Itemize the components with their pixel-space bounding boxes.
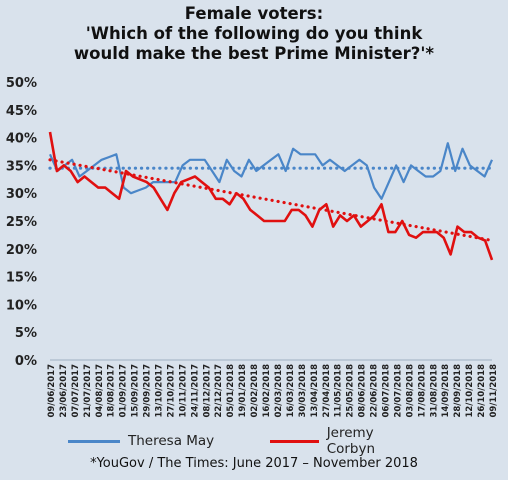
series-line-may xyxy=(48,142,494,200)
legend: Theresa May Jeremy Corbyn xyxy=(68,425,420,457)
x-tick-label: 06/07/2018 xyxy=(381,364,391,418)
chart-title-line-2: 'Which of the following do you think xyxy=(85,24,423,43)
y-tick-label: 10% xyxy=(6,298,37,313)
legend-label-may: Theresa May xyxy=(128,433,215,449)
y-tick-label: 45% xyxy=(6,104,37,119)
x-tick-label: 24/11/2017 xyxy=(190,364,200,418)
y-tick-label: 35% xyxy=(6,159,37,174)
x-tick-label: 30/03/2018 xyxy=(298,364,308,418)
x-tick-label: 31/08/2018 xyxy=(429,364,439,418)
legend-swatch-corbyn xyxy=(270,439,319,443)
y-tick-label: 30% xyxy=(6,187,37,202)
x-tick-label: 19/01/2018 xyxy=(238,364,248,418)
x-tick-label: 11/05/2018 xyxy=(334,364,344,418)
x-tick-label: 02/03/2018 xyxy=(274,364,284,418)
x-tick-label: 15/09/2017 xyxy=(131,364,141,418)
series-line-corbyn xyxy=(48,131,494,261)
x-tick-label: 02/02/2018 xyxy=(250,364,260,418)
x-tick-label: 07/07/2017 xyxy=(71,364,81,418)
trendline-corbyn xyxy=(48,158,494,243)
x-tick-label: 09/06/2017 xyxy=(47,364,57,418)
x-tick-label: 27/04/2018 xyxy=(322,364,332,418)
x-tick-label: 12/10/2018 xyxy=(465,364,475,418)
source-note: *YouGov / The Times: June 2017 – Novembe… xyxy=(90,456,418,471)
x-tick-label: 13/04/2018 xyxy=(310,364,320,418)
x-tick-label: 08/12/2017 xyxy=(202,364,212,418)
x-tick-label: 08/06/2018 xyxy=(358,364,368,418)
x-tick-label: 14/09/2018 xyxy=(441,364,451,418)
x-tick-label: 16/02/2018 xyxy=(262,364,272,418)
x-tick-label: 26/10/2018 xyxy=(477,364,487,418)
legend-item-corbyn: Jeremy Corbyn xyxy=(270,425,420,457)
x-tick-label: 21/07/2017 xyxy=(83,364,93,418)
legend-item-may: Theresa May xyxy=(68,430,214,452)
legend-swatch-may xyxy=(68,439,120,443)
y-tick-label: 15% xyxy=(6,271,37,286)
y-tick-label: 0% xyxy=(15,354,37,369)
x-tick-label: 01/09/2017 xyxy=(119,364,129,418)
x-tick-label: 20/07/2018 xyxy=(393,364,403,418)
legend-label-corbyn: Jeremy Corbyn xyxy=(326,425,376,457)
x-tick-label: 16/03/2018 xyxy=(286,364,296,418)
y-tick-label: 5% xyxy=(15,326,37,341)
y-tick-label: 20% xyxy=(6,243,37,258)
x-tick-label: 04/08/2017 xyxy=(95,364,105,418)
y-tick-label: 40% xyxy=(6,132,37,147)
x-tick-label: 22/12/2017 xyxy=(214,364,224,418)
x-tick-label: 17/08/2018 xyxy=(417,364,427,418)
y-tick-label: 50% xyxy=(6,76,37,91)
x-tick-label: 23/06/2017 xyxy=(59,364,69,418)
chart-title-line-3: would make the best Prime Minister?'* xyxy=(73,44,435,63)
x-tick-label: 27/10/2017 xyxy=(166,364,176,418)
y-tick-label: 25% xyxy=(6,215,37,230)
x-tick-label: 18/08/2017 xyxy=(107,364,117,418)
x-tick-label: 29/09/2017 xyxy=(143,364,153,418)
x-tick-label: 28/09/2018 xyxy=(453,364,463,418)
x-tick-label: 03/08/2018 xyxy=(405,364,415,418)
x-tick-label: 25/05/2018 xyxy=(346,364,356,418)
x-tick-label: 09/11/2018 xyxy=(489,364,499,418)
chart-title-line-1: Female voters: xyxy=(184,4,324,23)
x-tick-label: 10/11/2017 xyxy=(178,364,188,418)
x-tick-label: 05/01/2018 xyxy=(226,364,236,418)
x-tick-label: 22/06/2018 xyxy=(370,364,380,418)
line-chart: 0% 5% 10% 15% 20% 25% 30% 35% 40% 45% 50% 09/06/201… xyxy=(6,76,499,418)
x-tick-label: 13/10/2017 xyxy=(155,364,165,418)
